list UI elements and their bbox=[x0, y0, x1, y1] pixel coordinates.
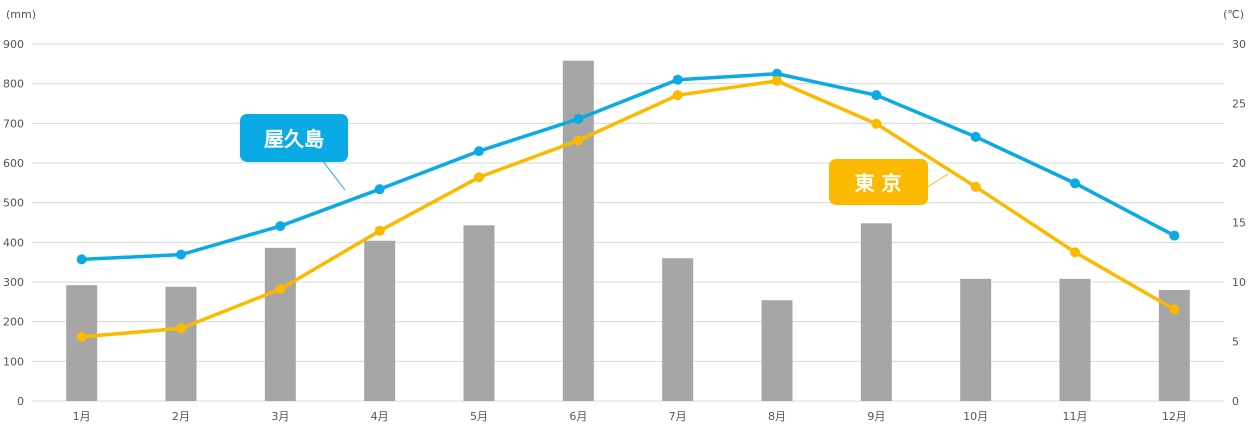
series-point-0 bbox=[772, 68, 782, 79]
left-tick-label: 200 bbox=[3, 316, 24, 329]
tag-leader-tokyo bbox=[925, 173, 949, 189]
precipitation-bar bbox=[761, 300, 793, 401]
x-tick-label: 1月 bbox=[73, 410, 91, 423]
series-point-1 bbox=[374, 225, 385, 236]
x-tick-label: 9月 bbox=[867, 410, 885, 423]
right-tick-label: 15 bbox=[1232, 217, 1246, 230]
series-point-1 bbox=[672, 90, 683, 101]
right-tick-label: 10 bbox=[1232, 276, 1246, 289]
series-point-0 bbox=[474, 146, 484, 157]
left-tick-label: 700 bbox=[3, 117, 24, 130]
series-point-1 bbox=[871, 118, 882, 129]
left-tick-label: 300 bbox=[3, 276, 24, 289]
precipitation-bar bbox=[860, 223, 892, 401]
x-tick-label: 7月 bbox=[669, 410, 687, 423]
series-point-1 bbox=[970, 181, 981, 192]
tag-box-yakushima bbox=[240, 114, 348, 162]
grid-lines bbox=[32, 43, 1224, 402]
series-point-1 bbox=[573, 135, 584, 146]
precipitation-bar bbox=[662, 258, 694, 401]
tag-leader-yakushima bbox=[321, 159, 346, 191]
tag-box-tokyo bbox=[829, 159, 928, 205]
left-tick-label: 100 bbox=[3, 355, 24, 368]
series-point-0 bbox=[374, 184, 385, 195]
series-point-0 bbox=[1169, 230, 1180, 241]
tag-label-yakushima: 屋久島 bbox=[264, 127, 324, 151]
precipitation-bar bbox=[1059, 278, 1091, 401]
precipitation-bar bbox=[165, 286, 197, 401]
right-tick-label: 0 bbox=[1232, 395, 1239, 408]
precipitation-bar bbox=[463, 225, 495, 401]
precipitation-bar bbox=[562, 60, 594, 401]
series-tag-yakushima: 屋久島 bbox=[240, 114, 348, 191]
right-tick-label: 20 bbox=[1232, 157, 1246, 170]
left-axis-unit: (mm) bbox=[6, 8, 36, 21]
series-point-0 bbox=[970, 131, 981, 142]
series-point-1 bbox=[1070, 247, 1080, 258]
precipitation-bar bbox=[264, 247, 296, 401]
precipitation-bar bbox=[960, 278, 992, 401]
precipitation-bar bbox=[66, 285, 98, 401]
temperature-lines bbox=[76, 68, 1180, 342]
right-axis-ticks: 0 5 10 15 20 25 30 bbox=[1232, 38, 1246, 408]
series-point-0 bbox=[573, 113, 584, 124]
series-line-0 bbox=[79, 72, 1177, 262]
series-point-0 bbox=[672, 74, 683, 85]
series-point-1 bbox=[176, 323, 186, 334]
series-point-0 bbox=[176, 249, 186, 260]
x-tick-label: 10月 bbox=[963, 410, 988, 423]
series-tag-tokyo: 東 京 bbox=[829, 159, 949, 205]
series-point-1 bbox=[1169, 304, 1180, 315]
series-point-0 bbox=[76, 254, 87, 265]
x-tick-label: 5月 bbox=[470, 410, 488, 423]
left-axis-ticks: 0 100 200 300 400 500 600 700 800 900 bbox=[3, 38, 24, 408]
left-tick-label: 500 bbox=[3, 197, 24, 210]
right-axis-unit: (℃) bbox=[1223, 8, 1244, 21]
right-tick-label: 25 bbox=[1232, 98, 1246, 111]
x-tick-label: 6月 bbox=[569, 410, 587, 423]
x-tick-label: 8月 bbox=[768, 410, 786, 423]
x-tick-label: 11月 bbox=[1063, 410, 1088, 423]
series-point-1 bbox=[772, 75, 782, 86]
precipitation-bars bbox=[66, 60, 1190, 401]
series-point-0 bbox=[871, 90, 882, 101]
x-tick-label: 12月 bbox=[1162, 410, 1187, 423]
series-point-0 bbox=[1070, 178, 1080, 189]
x-tick-label: 2月 bbox=[172, 410, 190, 423]
left-tick-label: 0 bbox=[17, 395, 24, 408]
series-point-1 bbox=[76, 331, 87, 342]
right-tick-label: 5 bbox=[1232, 336, 1239, 349]
right-tick-label: 30 bbox=[1232, 38, 1246, 51]
series-point-0 bbox=[275, 221, 286, 232]
precipitation-bar bbox=[364, 240, 396, 401]
series-point-1 bbox=[275, 284, 286, 295]
series-line-1 bbox=[79, 79, 1177, 339]
left-tick-label: 900 bbox=[3, 38, 24, 51]
left-tick-label: 400 bbox=[3, 236, 24, 249]
left-tick-label: 800 bbox=[3, 78, 24, 91]
x-tick-label: 3月 bbox=[271, 410, 289, 423]
left-tick-label: 600 bbox=[3, 157, 24, 170]
series-point-1 bbox=[474, 172, 484, 183]
x-tick-label: 4月 bbox=[371, 410, 389, 423]
x-axis-ticks: 1月 2月 3月 4月 5月 6月 7月 8月 9月 10月 11月 12月 bbox=[73, 410, 1187, 423]
tag-label-tokyo: 東 京 bbox=[855, 171, 902, 195]
